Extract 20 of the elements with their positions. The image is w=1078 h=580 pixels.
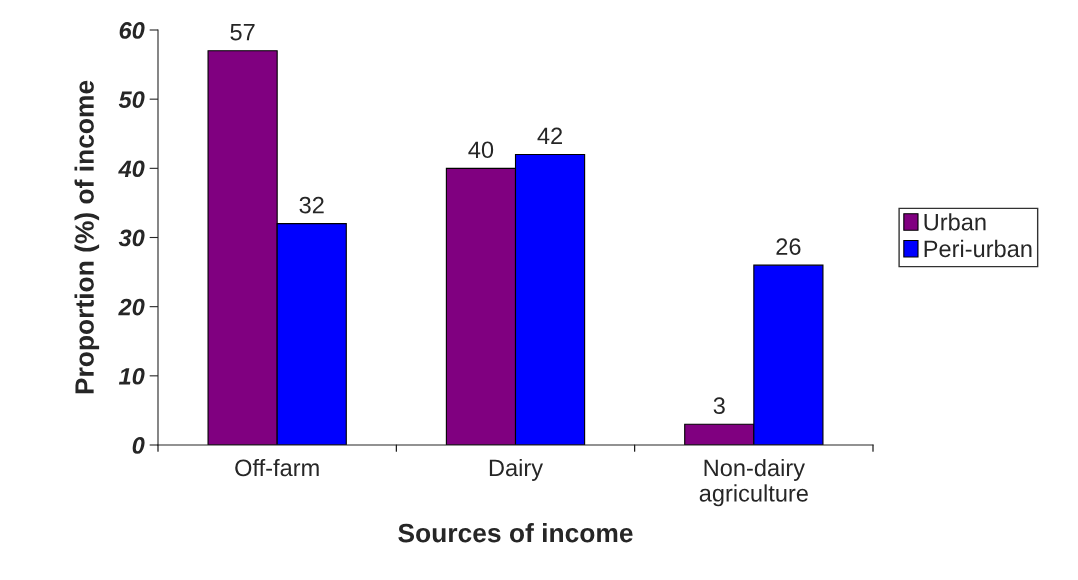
x-tick-label: Off-farm	[235, 458, 319, 477]
y-tick-label: 0	[132, 437, 145, 454]
y-tick-label: 60	[119, 22, 145, 39]
y-tick-label: 40	[118, 160, 145, 178]
legend-label: Peri-urban	[924, 239, 1032, 258]
x-axis-title: Sources of income	[398, 523, 633, 543]
data-label: 3	[713, 397, 725, 415]
data-label: 57	[230, 24, 255, 41]
y-tick-label: 30	[118, 229, 145, 247]
y-tick-label: 10	[118, 367, 145, 385]
y-tick-label: 20	[118, 298, 145, 316]
data-label: 32	[299, 196, 324, 214]
data-label: 26	[776, 238, 801, 255]
y-axis-title: Proportion (%) of income	[74, 80, 100, 394]
x-tick-label: Non-dairy agriculture	[699, 458, 808, 507]
x-tick-label: Dairy	[489, 458, 543, 481]
data-label: 40	[468, 141, 494, 159]
data-label: 42	[537, 127, 563, 145]
legend-label: Urban	[924, 213, 986, 231]
y-tick-label: 50	[118, 91, 145, 108]
